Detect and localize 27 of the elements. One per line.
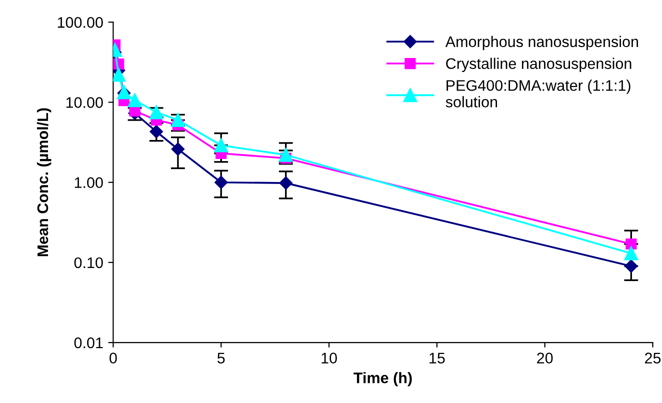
legend-label: Crystalline nanosuspension xyxy=(446,58,632,72)
x-tick-label: 20 xyxy=(537,352,553,364)
point xyxy=(626,238,637,250)
point xyxy=(624,260,638,273)
point xyxy=(279,176,292,190)
point xyxy=(278,148,293,162)
point xyxy=(624,246,638,260)
point xyxy=(113,68,126,82)
x-tick-label: 15 xyxy=(430,352,445,364)
x-tick-label: 5 xyxy=(217,352,225,364)
point xyxy=(171,142,185,156)
y-tick-label: 10.00 xyxy=(66,97,103,108)
y-tick-label: 0.01 xyxy=(74,337,103,348)
y-tick-label: 100.00 xyxy=(58,17,103,28)
y-tick-label: 1.00 xyxy=(74,177,103,188)
x-axis-title: Time (h) xyxy=(354,372,412,386)
point xyxy=(214,176,228,189)
y-tick-label: 0.10 xyxy=(74,257,103,268)
y-axis-title: Mean Conc. (µmol/L) xyxy=(36,108,52,256)
x-tick-label: 25 xyxy=(645,352,661,364)
legend-label: PEG400:DMA:water (1:1:1) solution xyxy=(446,80,630,108)
legend-label: Amorphous nanosuspension xyxy=(445,36,638,50)
point xyxy=(150,125,163,138)
point xyxy=(214,138,228,152)
x-tick-label: 0 xyxy=(110,352,117,364)
point xyxy=(128,93,142,108)
x-tick-label: 10 xyxy=(322,352,337,364)
